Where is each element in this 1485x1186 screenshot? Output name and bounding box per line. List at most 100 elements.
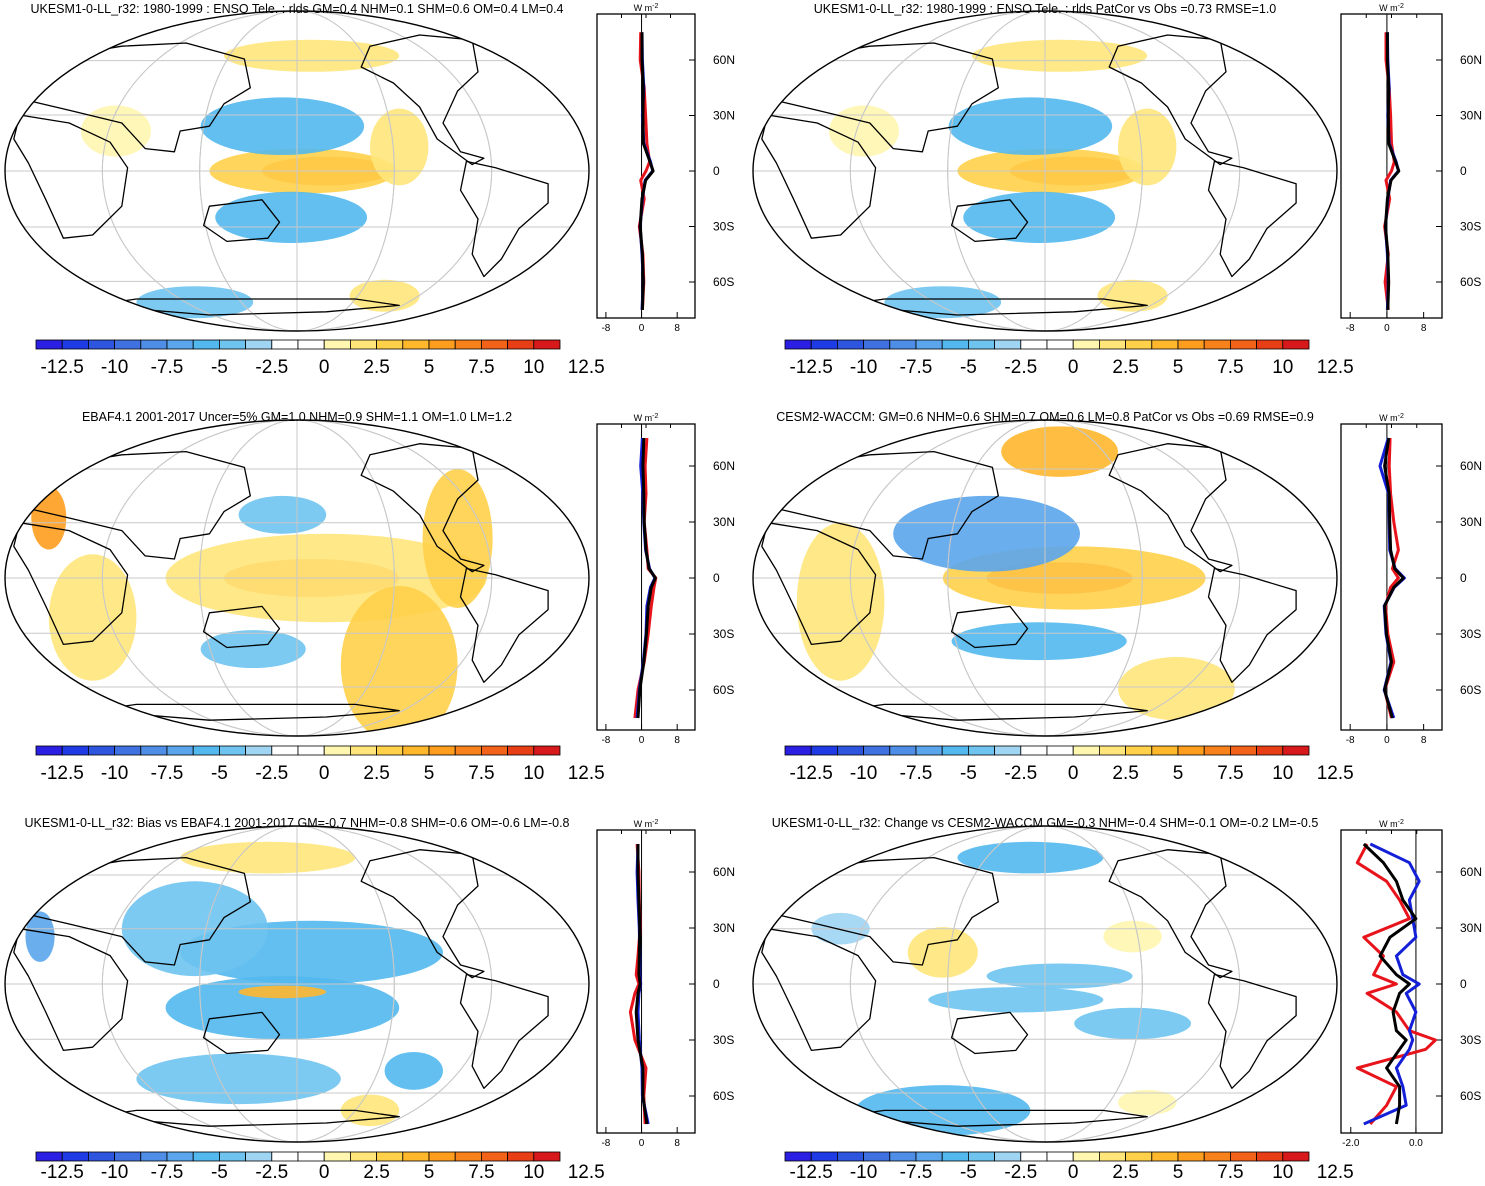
colorbar-6: -12.5 -10 -7.5 -5 -2.5 0 2.5 5 7.5 10 12.5 — [784, 1151, 1354, 1183]
colorbar-label: 0 — [1068, 357, 1079, 378]
zonal-profile-4: 60N 30N 0 30S 60S -8 0 8 W m-2 — [1340, 413, 1482, 746]
coastline-4 — [1108, 34, 1233, 166]
coastline-6 — [1248, 844, 1324, 871]
colorbar-swatch — [784, 339, 812, 350]
colorbar-label: 12.5 — [1317, 1162, 1354, 1183]
colorbar-swatch — [480, 745, 508, 756]
x-tick-label: 0 — [1384, 323, 1390, 334]
colorbar-swatch — [271, 1151, 299, 1162]
lat-label: 30N — [713, 515, 735, 529]
colorbar-swatch — [533, 1151, 561, 1162]
colorbar-swatch — [245, 1151, 273, 1162]
colorbar-swatch — [297, 745, 325, 756]
colorbar-swatch — [166, 745, 194, 756]
colorbar-swatch — [402, 745, 430, 756]
colorbar-label: 10 — [1272, 763, 1293, 784]
colorbar-swatch — [376, 1151, 404, 1162]
colorbar-label: -12.5 — [41, 763, 84, 784]
colorbar-swatch — [941, 745, 969, 756]
colorbar-swatch — [1072, 745, 1100, 756]
colorbar-swatch — [88, 745, 116, 756]
colorbar-swatch — [1020, 1151, 1048, 1162]
coastline-1 — [13, 114, 129, 239]
colorbar-swatch — [61, 1151, 89, 1162]
series-line-black — [1384, 32, 1401, 310]
series-line-blue — [1363, 842, 1421, 1126]
colorbar-swatch — [454, 745, 482, 756]
colorbar-swatch — [1203, 1151, 1231, 1162]
colorbar-swatch — [507, 745, 535, 756]
series-line-black — [1383, 437, 1405, 719]
colorbar-swatch — [507, 1151, 535, 1162]
x-tick-label: -8 — [1346, 323, 1355, 334]
colorbar-swatch — [480, 1151, 508, 1162]
colorbar-label: 10 — [1272, 1162, 1293, 1183]
colorbar-label: 12.5 — [568, 357, 605, 378]
coastline-6 — [500, 438, 576, 465]
units-main: W m — [634, 819, 653, 829]
colorbar-swatch — [889, 339, 917, 350]
colorbar-label: 5 — [1173, 357, 1184, 378]
colorbar-swatch — [1020, 339, 1048, 350]
coastline-2 — [18, 856, 251, 966]
colorbar-swatch — [533, 339, 561, 350]
coastline-7 — [839, 298, 1148, 316]
x-tick-label: 0 — [639, 1138, 645, 1149]
map-border — [4, 825, 590, 1143]
anomaly-region-7 — [796, 522, 885, 681]
colorbar-swatch — [218, 339, 246, 350]
lat-label: 30N — [713, 109, 735, 123]
colorbar-swatch — [192, 1151, 220, 1162]
colorbar-label: 0 — [319, 357, 330, 378]
colorbar-swatch — [1256, 339, 1284, 350]
colorbar-label: 2.5 — [363, 1162, 389, 1183]
colorbar-swatch — [994, 339, 1022, 350]
map-panel-4: CESM2-WACCM: GM=0.6 NHM=0.6 SHM=0.7 OM=0… — [752, 410, 1338, 737]
colorbar-label: -7.5 — [151, 1162, 184, 1183]
lat-label: 0 — [1460, 571, 1467, 585]
coastline-5 — [459, 567, 549, 683]
colorbar-swatch — [297, 1151, 325, 1162]
colorbar-swatch — [915, 745, 943, 756]
colorbar-label: 5 — [1173, 763, 1184, 784]
x-tick-label: -8 — [601, 735, 610, 746]
profile-frame — [1340, 423, 1443, 731]
coastline-5 — [1207, 567, 1297, 683]
units-main: W m — [634, 3, 653, 13]
lat-label: 30S — [1460, 1033, 1481, 1047]
lat-label: 60N — [713, 459, 735, 473]
anomaly-region-7 — [31, 486, 67, 550]
colorbar-label: -10 — [101, 357, 128, 378]
colorbar-label: 10 — [523, 357, 544, 378]
colorbar-swatch — [507, 339, 535, 350]
colorbar-swatch — [1203, 745, 1231, 756]
lat-label: 30S — [713, 1033, 734, 1047]
anomaly-region-8 — [200, 630, 306, 669]
colorbar-label: -12.5 — [790, 357, 833, 378]
colorbar-swatch — [114, 1151, 142, 1162]
profile-frame — [596, 829, 696, 1134]
units-sup: -2 — [652, 413, 658, 420]
profile-frame — [596, 13, 696, 319]
coastline-1 — [761, 114, 877, 239]
colorbar-swatch — [1125, 745, 1153, 756]
coastline-4 — [1108, 849, 1233, 979]
x-tick-label: -8 — [1346, 735, 1355, 746]
coastline-7 — [91, 298, 400, 316]
coastline-1 — [761, 522, 877, 646]
colorbar-swatch — [166, 1151, 194, 1162]
colorbar-label: -10 — [850, 357, 877, 378]
colorbar-label: 2.5 — [1112, 1162, 1138, 1183]
colorbar-swatch — [915, 1151, 943, 1162]
colorbar-swatch — [376, 745, 404, 756]
colorbar-4: -12.5 -10 -7.5 -5 -2.5 0 2.5 5 7.5 10 12.5 — [784, 745, 1354, 784]
colorbar-label: -5 — [960, 763, 977, 784]
colorbar-swatch — [480, 339, 508, 350]
map-panel-5: UKESM1-0-LL_r32: Bias vs EBAF4.1 2001-20… — [4, 816, 590, 1143]
anomaly-region-4 — [340, 585, 458, 736]
colorbar-swatch — [837, 1151, 865, 1162]
coastline-7 — [91, 1109, 400, 1127]
anomaly-region-5 — [1001, 426, 1118, 477]
units-main: W m — [634, 413, 653, 423]
units-sup: -2 — [652, 819, 658, 826]
